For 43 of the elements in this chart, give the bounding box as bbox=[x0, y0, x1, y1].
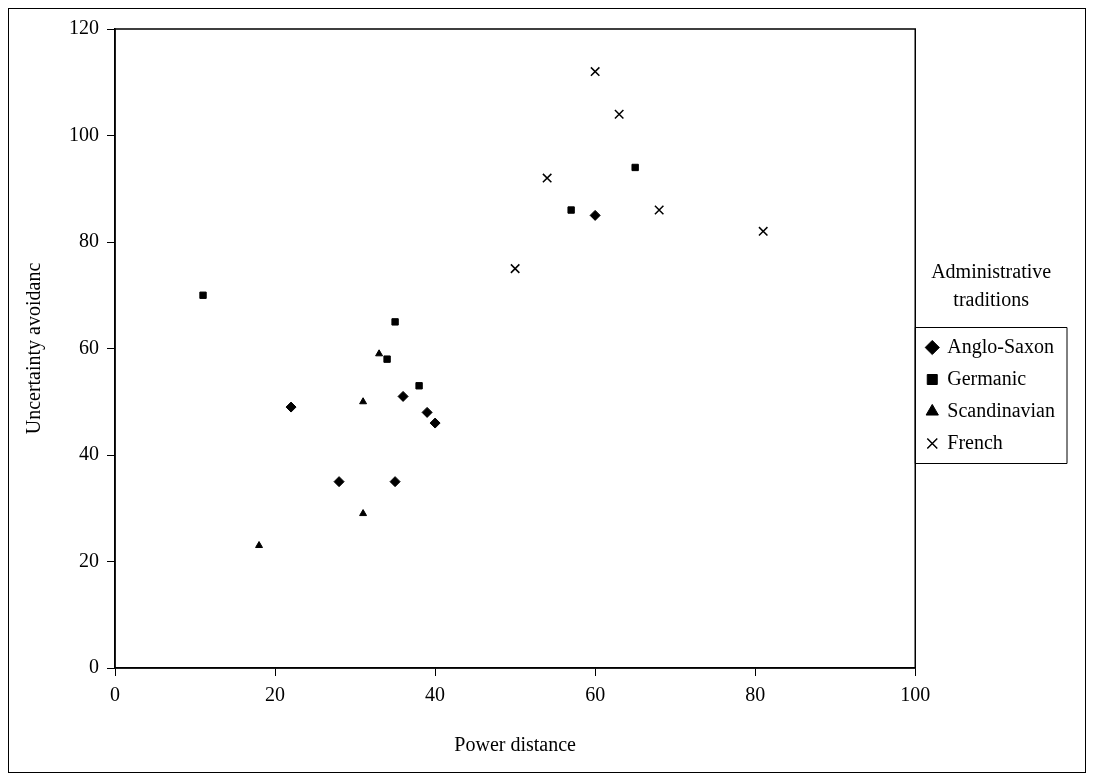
point bbox=[631, 163, 639, 172]
point bbox=[375, 349, 384, 357]
legend-label: Germanic bbox=[947, 366, 1027, 389]
point bbox=[758, 226, 769, 237]
y-tick-label: 80 bbox=[79, 229, 99, 252]
x-tick-label: 100 bbox=[900, 683, 931, 706]
point bbox=[589, 209, 601, 221]
point bbox=[421, 406, 433, 418]
x-axis-title: Power distance bbox=[454, 733, 577, 756]
point bbox=[391, 318, 399, 326]
point bbox=[654, 205, 665, 216]
point bbox=[285, 401, 297, 413]
point bbox=[510, 263, 521, 274]
legend-label: French bbox=[947, 430, 1003, 453]
point bbox=[389, 476, 401, 488]
y-tick-label: 120 bbox=[69, 16, 99, 39]
y-tick-label: 0 bbox=[89, 655, 99, 678]
x-tick-label: 20 bbox=[265, 683, 286, 706]
y-axis-title: Uncertainty avoidanc bbox=[22, 262, 46, 435]
point bbox=[567, 206, 575, 214]
point bbox=[614, 109, 625, 120]
y-tick-label: 100 bbox=[69, 122, 99, 145]
point bbox=[333, 476, 345, 488]
x-tick-label: 80 bbox=[745, 683, 766, 706]
legend-label: Scandinavian bbox=[947, 398, 1056, 421]
point bbox=[199, 291, 207, 299]
point bbox=[429, 417, 441, 429]
point bbox=[359, 397, 368, 405]
point bbox=[590, 66, 601, 77]
point bbox=[397, 390, 409, 402]
y-tick-label: 20 bbox=[79, 548, 99, 571]
point bbox=[383, 355, 391, 363]
point bbox=[542, 173, 553, 184]
point bbox=[359, 509, 368, 517]
legend-label: Anglo-Saxon bbox=[947, 334, 1054, 358]
x-tick-label: 0 bbox=[110, 683, 120, 706]
legend-title: Administrative traditions bbox=[931, 259, 1052, 310]
x-tick-label: 40 bbox=[425, 683, 446, 706]
point bbox=[415, 382, 423, 390]
point bbox=[255, 541, 264, 549]
y-tick-label: 40 bbox=[79, 442, 99, 465]
x-tick-label: 60 bbox=[585, 683, 606, 706]
y-tick-label: 60 bbox=[79, 335, 99, 358]
